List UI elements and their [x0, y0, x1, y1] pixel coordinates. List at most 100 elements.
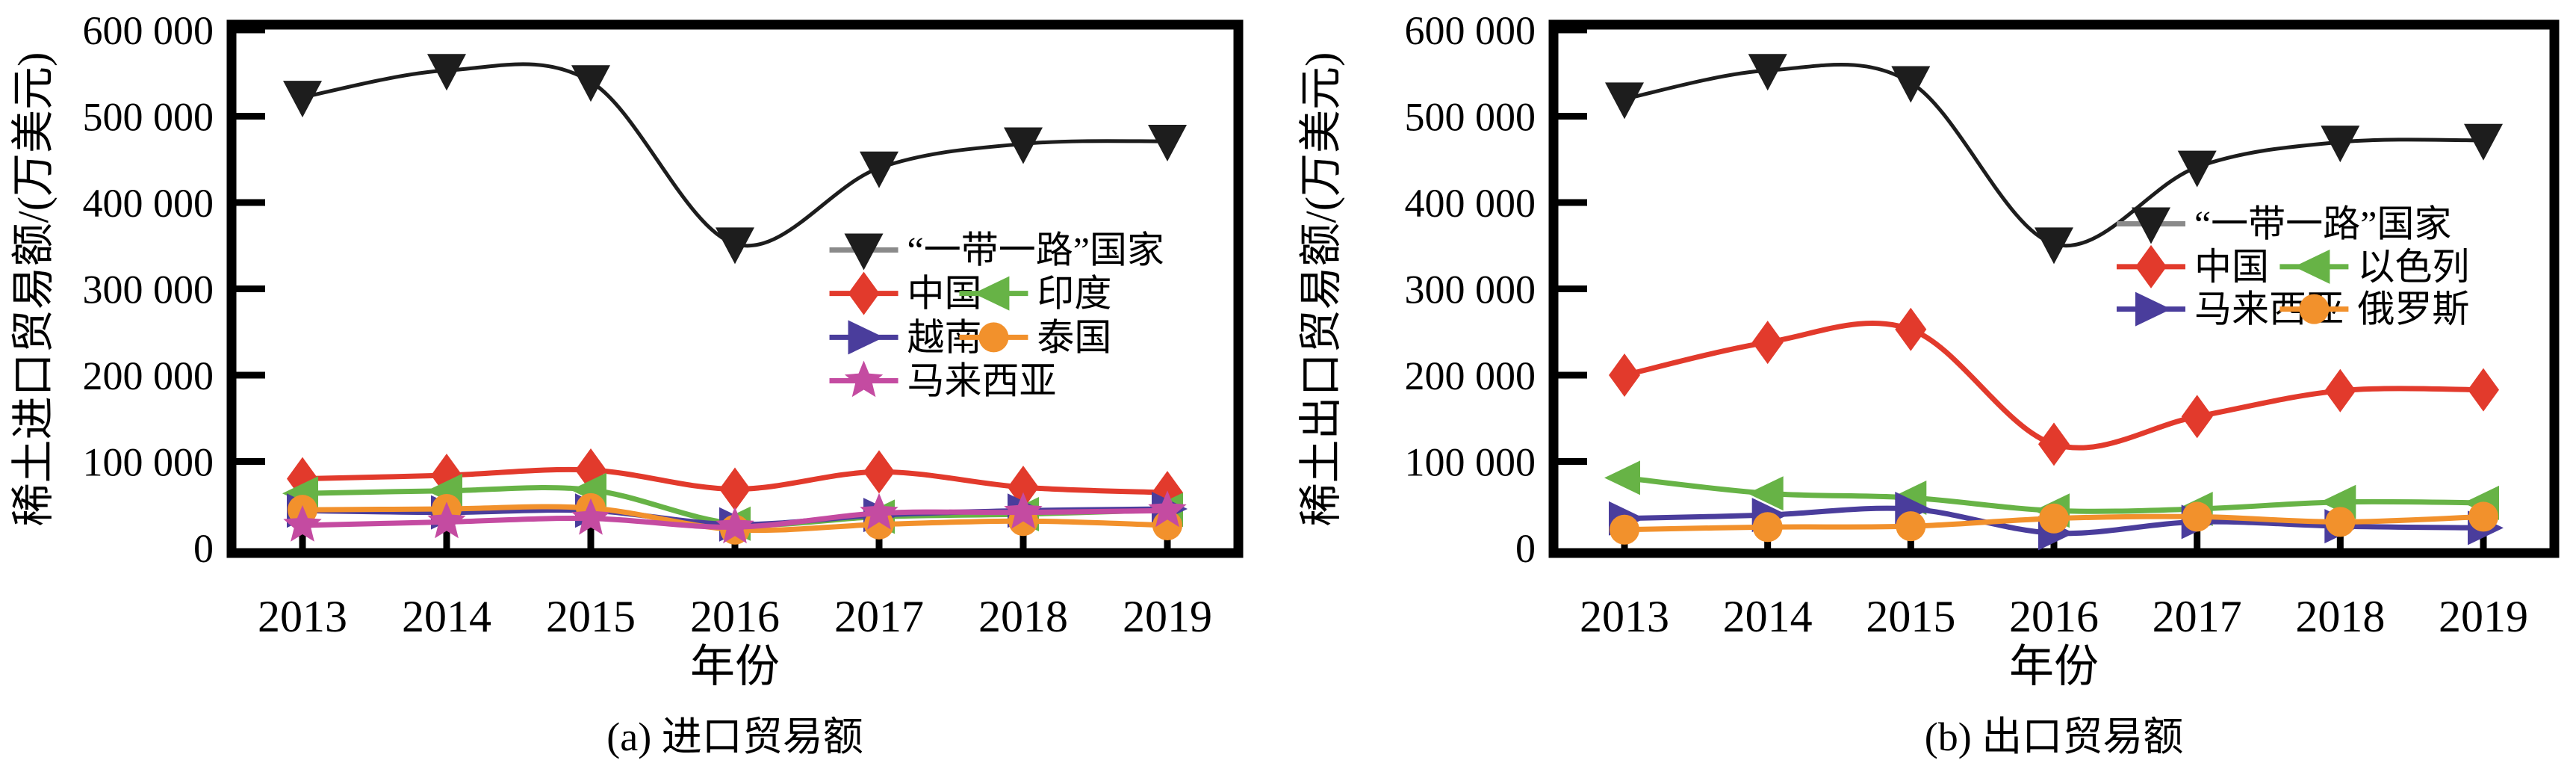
series-belt-road-marker-triangle-down-icon	[2321, 126, 2360, 163]
series-malaysia-marker-star-icon	[1004, 492, 1043, 529]
series-belt-road-marker-triangle-down-icon	[1748, 54, 1787, 91]
legend-item-thailand: 泰国	[959, 316, 1111, 358]
legend-belt-road-marker-triangle-down-icon	[2132, 207, 2170, 244]
legend-label-russia: 俄罗斯	[2357, 288, 2469, 330]
y-tick-label: 200 000	[1405, 353, 1536, 398]
series-belt-road-marker-triangle-down-icon	[1605, 82, 1644, 120]
legend-israel-marker-triangle-left-icon	[2294, 249, 2330, 284]
series-malaysia-marker-star-icon	[283, 505, 322, 542]
legend-malaysia-marker-star-icon	[844, 360, 884, 398]
legend-label-thailand: 泰国	[1037, 316, 1111, 358]
x-tick-label: 2017	[834, 592, 924, 641]
series-belt-road-marker-triangle-down-icon	[1891, 66, 1931, 103]
series-belt-road-marker-triangle-down-icon	[860, 151, 899, 188]
legend-belt-road-marker-triangle-down-icon	[844, 233, 884, 271]
series-belt-road-marker-triangle-down-icon	[427, 54, 466, 91]
y-tick-label: 600 000	[83, 8, 214, 53]
series-china-marker-diamond-icon	[719, 467, 751, 511]
series-russia-marker-circle-icon	[1896, 511, 1926, 542]
legend-item-belt-road: “一带一路”国家	[829, 229, 1164, 271]
panel-caption-import: (a) 进口贸易额	[606, 714, 863, 759]
legend-item-israel: 以色列	[2279, 246, 2469, 288]
legend-china-marker-diamond-icon	[2135, 244, 2167, 288]
series-malaysia-marker-star-icon	[860, 492, 899, 530]
y-tick-label: 100 000	[83, 440, 214, 485]
y-tick-label: 400 000	[83, 181, 214, 226]
y-tick-label: 500 000	[83, 95, 214, 140]
series-belt-road-marker-triangle-down-icon	[571, 65, 610, 102]
legend-india-marker-triangle-left-icon	[973, 276, 1010, 311]
legend-item-belt-road: “一带一路”国家	[2116, 203, 2451, 245]
chart-panel-import: 0 100 000 200 000 300 000 400 000 500 000 600 …	[9, 8, 1244, 759]
y-tick-label: 200 000	[83, 353, 214, 398]
x-tick-label: 2017	[2153, 592, 2242, 641]
series-russia-marker-circle-icon	[2325, 507, 2356, 537]
series-malaysia-marker-star-icon	[1148, 490, 1187, 528]
y-tick-label: 500 000	[1405, 95, 1536, 140]
legend-china-marker-diamond-icon	[848, 271, 880, 315]
plot-border	[226, 19, 1244, 558]
plot-area-import: 0 100 000 200 000 300 000 400 000 500 000 600 …	[83, 8, 1244, 641]
series-china-marker-diamond-icon	[2181, 395, 2213, 439]
series-israel-marker-triangle-left-icon	[1747, 476, 1784, 511]
legend-item-vietnam: 越南	[829, 316, 982, 358]
x-tick-label: 2015	[546, 592, 636, 641]
legend-item-russia: 俄罗斯	[2279, 288, 2469, 330]
series-china-marker-diamond-icon	[2038, 422, 2070, 466]
plot-group: 0 100 000 200 000 300 000 400 000 500 000 600 …	[83, 8, 1244, 641]
x-tick-label: 2019	[1123, 592, 1212, 641]
series-belt-road-marker-triangle-down-icon	[1148, 125, 1187, 161]
series-belt-road-marker-triangle-down-icon	[2177, 150, 2217, 188]
x-tick-label: 2013	[1580, 592, 1669, 641]
y-tick-label: 400 000	[1405, 181, 1536, 226]
y-tick-label: 0	[193, 526, 214, 571]
x-tick-label: 2013	[258, 592, 347, 641]
y-tick-label: 300 000	[1405, 268, 1536, 312]
x-tick-label: 2014	[1723, 592, 1813, 641]
series-belt-road-marker-triangle-down-icon	[2464, 123, 2503, 161]
series-russia-marker-circle-icon	[1610, 514, 1639, 545]
x-tick-label: 2019	[2439, 592, 2528, 641]
legend-malaysia-marker-triangle-right-icon	[2135, 291, 2171, 327]
plot-area-export: 0 100 000 200 000 300 000 400 000 500 000 600 …	[1405, 8, 2560, 641]
series-belt-road-marker-triangle-down-icon	[2035, 227, 2073, 265]
series-china-marker-diamond-icon	[1609, 353, 1640, 397]
x-tick-label: 2018	[978, 592, 1068, 641]
legend-item-china: 中国	[2116, 244, 2269, 288]
series-russia-marker-circle-icon	[2468, 501, 2498, 532]
legend-vietnam-marker-triangle-right-icon	[848, 320, 884, 355]
series-russia-marker-circle-icon	[2182, 501, 2212, 532]
series-china-marker-diamond-icon	[2324, 368, 2356, 413]
series-china-marker-diamond-icon	[1751, 321, 1784, 365]
x-axis-title-export: 年份	[2009, 642, 2099, 691]
series-malaysia-marker-star-icon	[427, 501, 466, 539]
series-belt-road-marker-triangle-down-icon	[1004, 127, 1043, 164]
series-russia-marker-circle-icon	[1752, 512, 1783, 543]
series-malaysia-marker-star-icon	[571, 498, 610, 535]
series-line-belt-road	[300, 62, 1170, 248]
legend-item-india: 印度	[959, 273, 1111, 315]
y-tick-label: 600 000	[1405, 8, 1536, 53]
legend-thailand-marker-circle-icon	[978, 322, 1009, 353]
x-tick-label: 2014	[402, 592, 491, 641]
x-axis-title-import: 年份	[690, 642, 780, 691]
series-china-marker-diamond-icon	[863, 450, 895, 494]
legend-label-belt-road: “一带一路”国家	[2194, 203, 2451, 245]
series-russia-marker-circle-icon	[2039, 503, 2069, 534]
y-tick-label: 0	[1515, 526, 1536, 571]
plot-border	[1548, 19, 2560, 558]
y-tick-label: 100 000	[1405, 440, 1536, 485]
legend-label-malaysia: 马来西亚	[907, 360, 1057, 402]
chart-panel-export: 0 100 000 200 000 300 000 400 000 500 000 600 …	[1297, 8, 2560, 759]
legend-label-belt-road: “一带一路”国家	[907, 229, 1164, 271]
legend-label-china: 中国	[2194, 246, 2269, 288]
y-axis-title-export: 稀土出口贸易额/(万美元)	[1297, 52, 1345, 527]
series-belt-road-marker-triangle-down-icon	[716, 227, 754, 265]
panel-caption-export: (b) 出口贸易额	[1925, 714, 2183, 759]
legend-label-india: 印度	[1037, 273, 1111, 315]
series-belt-road-marker-triangle-down-icon	[283, 81, 322, 118]
